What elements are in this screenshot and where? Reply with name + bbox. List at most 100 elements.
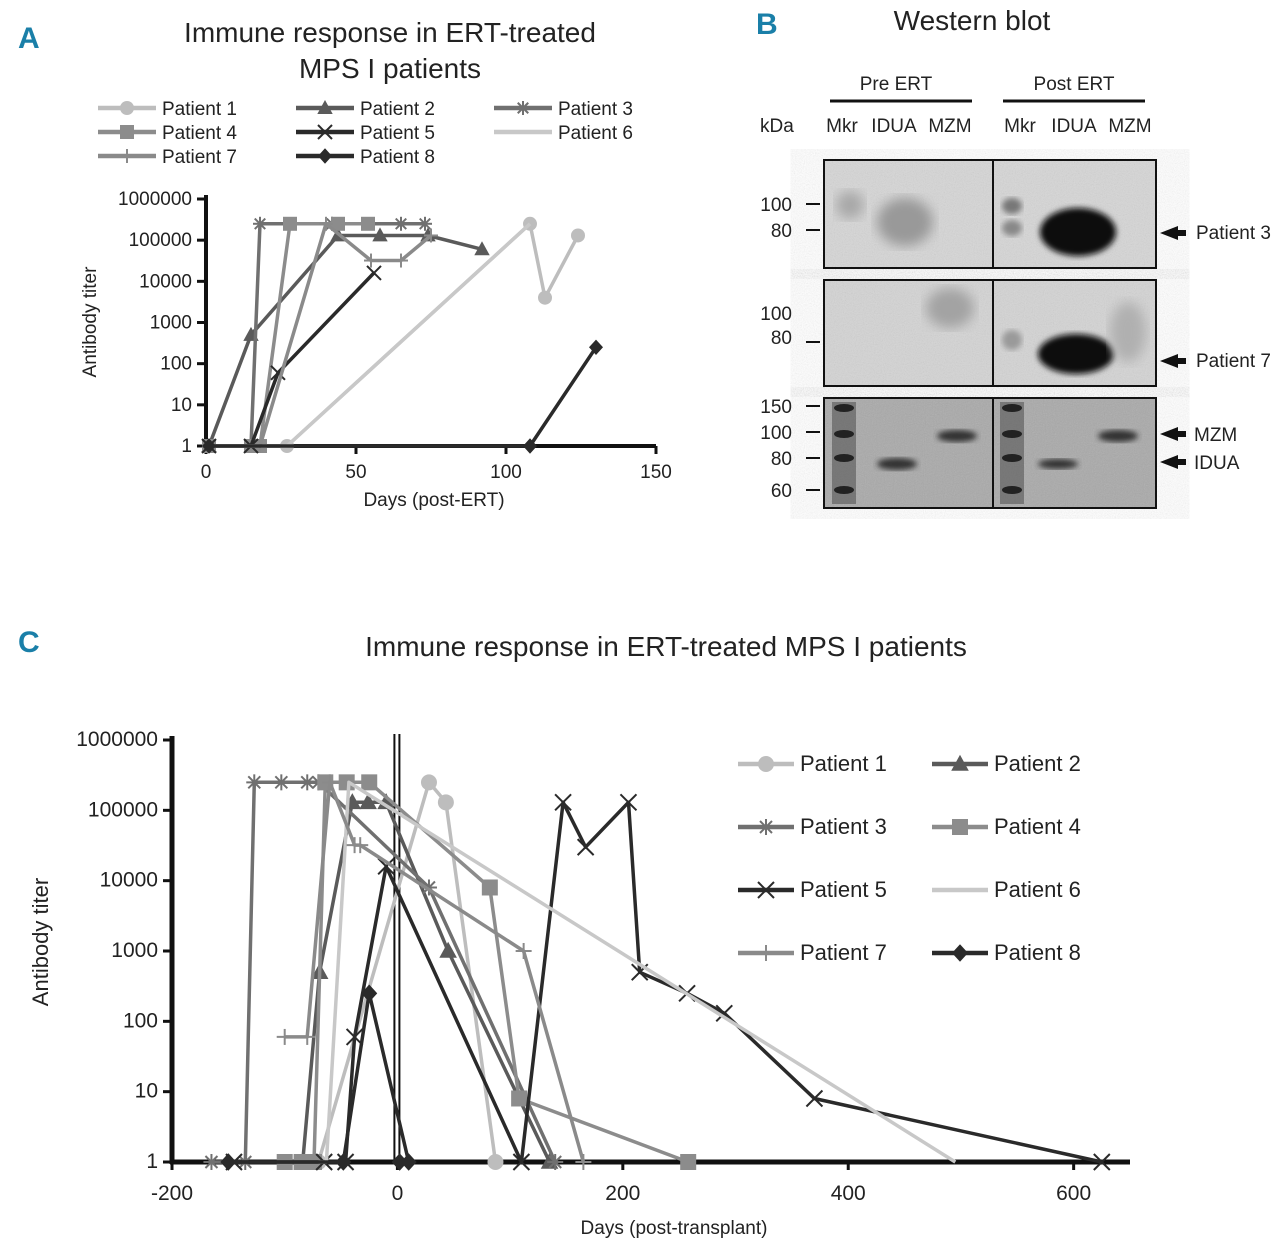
data-point-patient-2 <box>377 793 395 810</box>
data-point-patient-5 <box>805 1089 824 1108</box>
legend-marker <box>120 125 134 139</box>
blot-2-marker-80: 80 <box>771 328 792 349</box>
kda-label: kDa <box>760 116 794 137</box>
legend-label: Patient 6 <box>994 877 1081 902</box>
legend-item-patient-3: Patient 3 <box>738 814 887 839</box>
data-point-patient-8 <box>391 1153 408 1171</box>
data-point-patient-5 <box>1093 1153 1111 1171</box>
lane-label-pre-mkr: Mkr <box>826 116 858 137</box>
panel-label-a: A <box>18 22 40 55</box>
data-point-patient-5 <box>377 857 395 876</box>
legend-marker <box>757 881 775 899</box>
data-point-patient-8 <box>400 1153 417 1171</box>
legend-marker <box>758 945 774 961</box>
data-point-patient-8 <box>361 984 378 1003</box>
blot-1-arrow-label: Patient 3 <box>1196 223 1271 244</box>
data-point-patient-4 <box>511 1090 528 1107</box>
panel-label-b: B <box>756 8 778 41</box>
series-line-patient-4 <box>209 222 368 448</box>
data-point-patient-3 <box>253 216 267 231</box>
data-point-patient-3 <box>418 216 432 231</box>
series-patient-7 <box>276 774 592 1170</box>
data-point-patient-2 <box>439 941 457 958</box>
series-line-patient-3 <box>211 780 557 1164</box>
blot-1-marker-100: 100 <box>760 195 792 216</box>
legend-label: Patient 4 <box>162 123 237 144</box>
series-patient-5 <box>201 265 382 454</box>
legend-marker <box>951 754 969 771</box>
blot-3-marker-60: 60 <box>771 481 792 502</box>
data-point-patient-4 <box>680 1154 697 1170</box>
data-point-patient-8 <box>589 339 603 355</box>
x-tick-label: -200 <box>151 1182 193 1205</box>
data-point-patient-2 <box>359 793 377 810</box>
panel-c-chart: Immune response in ERT-treated MPS I pat… <box>28 631 1130 1239</box>
legend-label: Patient 5 <box>360 123 435 144</box>
x-tick-label: 150 <box>640 462 672 483</box>
data-point-patient-8 <box>202 438 216 454</box>
data-point-patient-2 <box>474 241 490 256</box>
blot-3-arrow-label-idua: IDUA <box>1194 453 1240 474</box>
series-patient-4 <box>276 774 697 1170</box>
series-patient-8 <box>220 984 417 1171</box>
series-patient-4 <box>202 216 375 453</box>
chart-a-y-axis-label: Antibody titer <box>80 266 101 378</box>
legend-item-patient-2: Patient 2 <box>932 751 1081 776</box>
legend-marker <box>317 124 333 140</box>
data-point-patient-7 <box>515 943 532 959</box>
y-tick-label: 100000 <box>129 230 192 251</box>
blot-1-marker-80: 80 <box>771 221 792 242</box>
legend-item-patient-8: Patient 8 <box>932 940 1081 965</box>
data-point-patient-1 <box>420 774 437 791</box>
data-point-patient-8 <box>335 1153 352 1171</box>
y-tick-label: 1000000 <box>76 728 158 751</box>
data-point-patient-4 <box>283 216 297 231</box>
legend-item-patient-4: Patient 4 <box>98 123 237 144</box>
data-point-patient-3 <box>547 1154 564 1170</box>
blot-2-arrow-label: Patient 7 <box>1196 351 1271 372</box>
chart-a-x-axis-label: Days (post-ERT) <box>363 490 504 511</box>
legend-label: Patient 1 <box>800 751 887 776</box>
data-point-patient-7 <box>299 1028 316 1045</box>
legend-label: Patient 8 <box>360 147 435 168</box>
legend-marker <box>758 756 774 772</box>
lane-label-post-mzm: MZM <box>1108 116 1151 137</box>
x-tick-label: 200 <box>605 1182 640 1205</box>
data-point-patient-4 <box>481 879 498 896</box>
legend-label: Patient 7 <box>800 940 887 965</box>
data-point-patient-1 <box>571 228 585 243</box>
legend-marker <box>318 148 332 164</box>
chart-c-plot-area: 1 10 100 1000 10000 100000 1000000 -200 0 200 400 6… <box>76 728 1130 1205</box>
data-point-patient-3 <box>246 774 263 791</box>
legend-label: Patient 6 <box>558 123 633 144</box>
western-blot-title: Western blot <box>894 5 1051 36</box>
data-point-patient-4 <box>361 216 375 231</box>
blot-3-marker-150: 150 <box>760 397 792 418</box>
lane-label-post-mkr: Mkr <box>1004 116 1036 137</box>
legend-item-patient-6: Patient 6 <box>494 123 633 144</box>
group-label-pre-ert: Pre ERT <box>860 74 933 95</box>
data-point-patient-5 <box>619 793 638 812</box>
blot-3-marker-100: 100 <box>760 423 792 444</box>
legend-item-patient-7: Patient 7 <box>98 147 237 168</box>
arrow-icon <box>1160 455 1186 469</box>
chart-c-x-axis-label: Days (post-transplant) <box>581 1218 768 1239</box>
x-tick-label: 600 <box>1056 1182 1091 1205</box>
data-point-patient-8 <box>220 1153 237 1171</box>
legend-label: Patient 7 <box>162 147 237 168</box>
data-point-patient-4 <box>338 774 355 791</box>
blot-1-patient-3 <box>823 159 1157 269</box>
legend-label: Patient 1 <box>162 99 237 120</box>
group-label-post-ert: Post ERT <box>1034 74 1115 95</box>
series-patient-2 <box>201 227 490 452</box>
series-patient-8 <box>202 339 603 454</box>
legend-item-patient-6: Patient 6 <box>932 877 1081 902</box>
chart-c-title: Immune response in ERT-treated MPS I pat… <box>365 631 967 662</box>
chart-a-title-line2: MPS I patients <box>299 53 481 84</box>
lane-label-pre-idua: IDUA <box>871 116 917 137</box>
panel-a-chart: Immune response in ERT-treated MPS I pat… <box>80 17 672 511</box>
data-point-patient-5 <box>366 265 382 281</box>
blot-3-marker-80: 80 <box>771 449 792 470</box>
legend-item-patient-3: Patient 3 <box>494 99 633 120</box>
series-line-patient-2 <box>207 233 483 447</box>
